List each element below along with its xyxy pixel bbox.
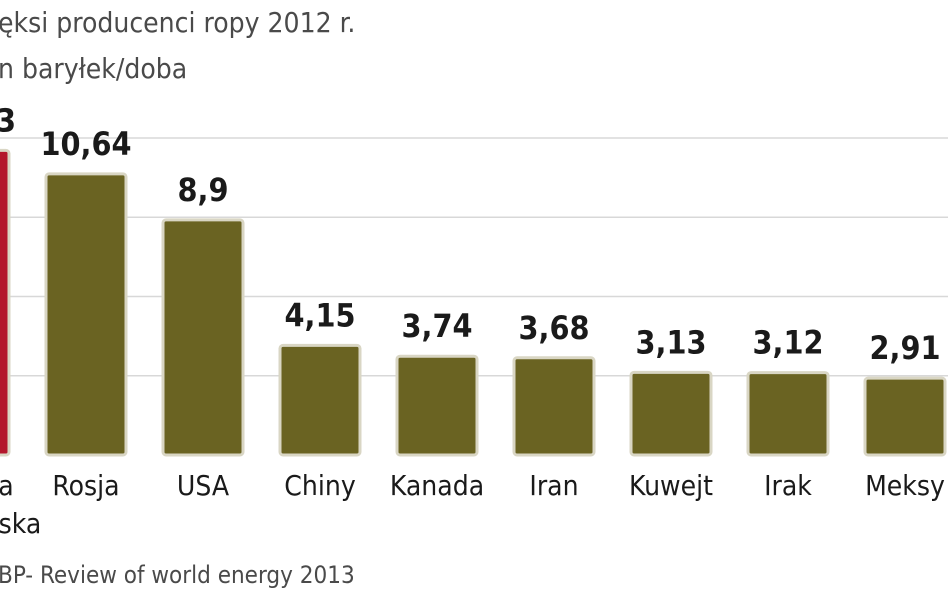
bar — [512, 356, 596, 457]
x-tick-label: Iran — [529, 469, 578, 502]
x-tick-label: Meksy — [865, 469, 945, 502]
value-label: 3,68 — [518, 309, 589, 347]
value-label: 3 — [0, 101, 16, 139]
bar — [863, 376, 947, 457]
x-tick-label: a ska — [0, 469, 41, 540]
x-tick-label: USA — [177, 469, 230, 502]
x-tick-label: Kuwejt — [629, 469, 713, 502]
bar — [278, 343, 362, 457]
value-label: 2,91 — [869, 329, 940, 367]
bar — [0, 148, 11, 457]
chart-title: ęksi producenci ropy 2012 r. — [0, 6, 355, 39]
x-tick-label: Irak — [764, 469, 812, 502]
x-tick-label: Rosja — [52, 469, 119, 502]
bar — [44, 172, 128, 457]
bar — [746, 371, 830, 457]
x-tick-label: Kanada — [390, 469, 484, 502]
value-label: 3,12 — [752, 324, 823, 362]
value-label: 10,64 — [40, 125, 131, 163]
bar — [629, 370, 713, 457]
value-label: 3,74 — [401, 307, 472, 345]
value-label: 3,13 — [635, 323, 706, 361]
bar — [395, 354, 479, 457]
bar — [161, 218, 245, 457]
value-label: 8,9 — [178, 171, 229, 209]
value-label: 4,15 — [284, 296, 355, 334]
source: BP- Review of world energy 2013 — [0, 561, 355, 589]
chart-subtitle: n baryłek/doba — [0, 52, 187, 85]
x-tick-label: Chiny — [284, 469, 356, 502]
